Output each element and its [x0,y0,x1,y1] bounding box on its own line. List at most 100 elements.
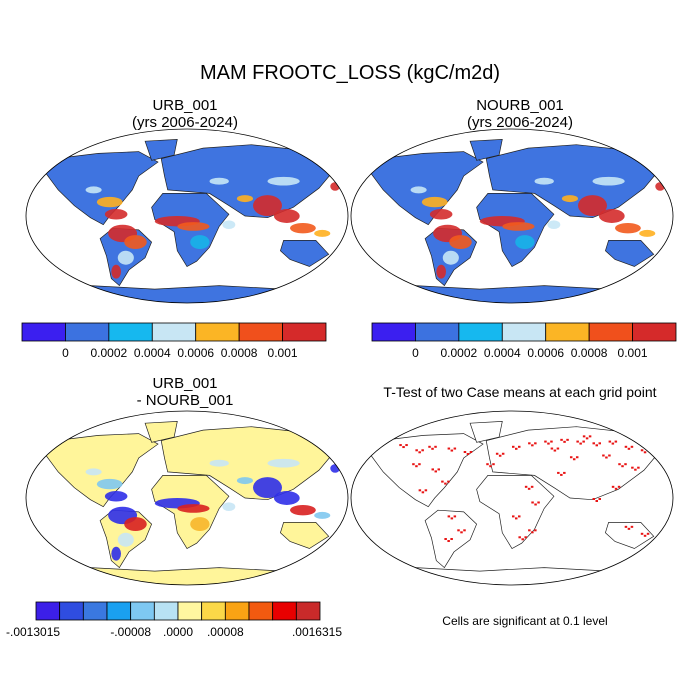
colorbar-urb: 0 0.0002 0.0004 0.0006 0.0008 0.001 [21,322,327,360]
colorbar-label: 0.0006 [527,346,564,360]
significant-cell [415,449,418,452]
significant-cell [515,447,518,450]
colorbar-swatch [177,601,203,621]
continent-australia [280,522,330,549]
significant-cell [524,485,528,488]
value-cluster [410,186,427,194]
value-cluster [578,195,607,216]
panel-title-ttest: T-Test of two Case means at each grid po… [383,384,657,400]
colorbar-label: 0.0004 [134,346,171,360]
value-cluster [117,250,134,265]
value-cluster [236,477,254,485]
significant-cell [424,489,428,492]
panel-title-diff: URB_001 - NOURB_001 [20,375,350,409]
significant-cell [624,463,627,466]
continent-north-america [369,433,484,508]
significant-cell [469,451,473,454]
colorbar-swatch [224,601,250,621]
colorbar-label: -.00008 [110,625,151,639]
value-cluster [124,517,147,532]
significant-cell [576,440,579,443]
significant-cell [453,515,457,518]
colorbar-swatch [501,322,547,342]
value-cluster [177,504,210,513]
significant-cell [447,447,451,450]
value-cluster [104,209,128,220]
significant-cell [450,538,453,541]
colorbar-swatch [295,601,321,621]
colorbar-swatch [371,322,416,342]
significant-cell [640,449,644,452]
value-cluster [598,209,625,223]
significant-cell [489,465,492,468]
significant-cell [537,501,540,504]
colorbar-nourb: 0 0.0002 0.0004 0.0006 0.0008 0.001 [371,322,677,360]
colorbar-swatch [201,601,226,621]
value-cluster [273,209,300,223]
colorbar-label: 0.0008 [221,346,258,360]
significant-cell [463,451,467,454]
panel-title-urb-line2: (yrs 2006-2024) [132,114,238,131]
colorbar-label: 0 [412,346,419,360]
map-border [350,128,674,304]
value-cluster [190,235,210,250]
value-cluster [314,229,331,237]
significant-cell [466,453,470,456]
colorbar-swatch [65,322,110,342]
value-cluster [436,264,446,279]
significant-cell [518,515,521,518]
colorbar-label: .0016315 [292,625,342,639]
value-cluster [639,229,656,237]
significant-cell [531,444,534,447]
colorbar-swatch [106,601,132,621]
colorbar-label: .00008 [207,625,244,639]
significant-cell [572,458,576,461]
value-cluster [209,177,229,185]
significant-cell [534,503,537,506]
significant-cell [627,527,631,530]
figure-title: MAM FROOTC_LOSS (kgC/m2d) [199,62,501,84]
significant-cell [575,456,579,459]
significant-cell [528,529,531,532]
significant-cell [450,449,454,452]
significant-cell [627,447,631,450]
significant-cell [553,449,557,452]
continent-eurasia [485,426,661,501]
continent-australia [605,522,655,549]
value-cluster [96,478,123,490]
significant-cell [653,447,656,450]
map-ttest [350,410,674,586]
continent-antarctica [351,285,673,303]
significant-cell [621,465,624,468]
significant-cell [418,463,421,466]
colorbar-label: .0000 [163,625,193,639]
map-diff [25,410,349,586]
significant-cell [444,482,447,485]
significant-cell [617,485,621,488]
significant-cell [428,445,431,448]
significant-cell [630,525,634,528]
significant-cell [614,487,618,490]
panel-title-diff-line2: - NOURB_001 [136,392,234,409]
significant-cell [650,445,653,448]
colorbar-label: 0.001 [268,346,298,360]
continent-africa [476,475,555,549]
significant-cell [656,445,659,448]
significant-cell [518,445,521,448]
value-cluster [190,517,210,532]
colorbar-swatch [195,322,240,342]
significant-cell [550,440,553,443]
continent-australia [605,240,655,267]
significant-cell [582,440,585,443]
significant-cell [512,445,515,448]
significant-cell [631,466,634,469]
panel-title-urb: URB_001 (yrs 2006-2024) [20,97,350,131]
panel-title-urb-line1: URB_001 [152,97,218,114]
significant-cell [521,538,524,541]
value-cluster [547,220,561,230]
value-cluster [290,504,316,516]
colorbar-swatch [130,601,155,621]
significant-cell [637,466,640,469]
value-cluster [253,195,282,216]
value-cluster [96,196,123,208]
